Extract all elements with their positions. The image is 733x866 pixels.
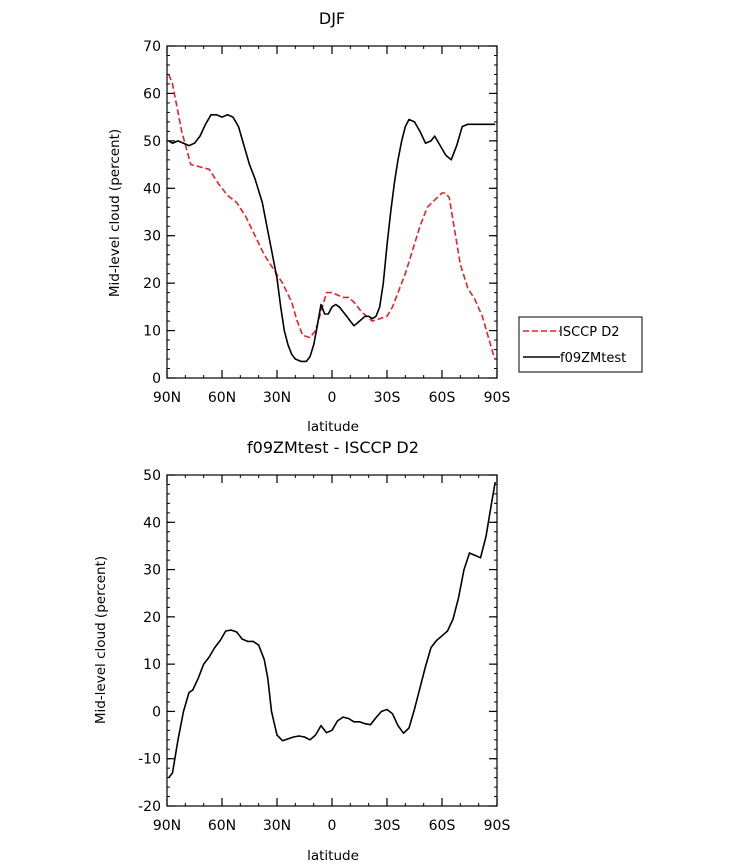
plot-frame [166, 45, 498, 379]
x-tick-label: 30S [374, 390, 401, 406]
x-tick-label: 30N [263, 390, 291, 406]
x-tick-label: 60S [429, 818, 456, 834]
x-tick-label: 30N [263, 818, 291, 834]
y-tick-label: 20 [143, 276, 161, 292]
x-tick-label: 90N [153, 818, 181, 834]
y-tick-label: 50 [143, 134, 161, 150]
y-tick-label: 0 [152, 371, 161, 387]
plot-frame [166, 474, 498, 807]
x-tick-label: 0 [328, 390, 337, 406]
x-tick-label: 60N [208, 390, 236, 406]
y-axis-label: Mid-level cloud (percent) [107, 129, 123, 297]
x-tick-label: 90S [484, 818, 511, 834]
chart-title: DJF [319, 9, 345, 28]
y-tick-label: 30 [143, 229, 161, 245]
x-tick-label: 30S [374, 818, 401, 834]
legend-label-model: f09ZMtest [560, 351, 626, 366]
y-axis-label: Mid-level cloud (percent) [93, 556, 109, 724]
series-line-f09zmtest [168, 114, 496, 363]
x-tick-label: 60N [208, 818, 236, 834]
y-tick-label: 0 [152, 704, 161, 720]
y-tick-label: -10 [138, 752, 161, 768]
y-tick-label: 50 [143, 468, 161, 484]
y-tick-label: 70 [143, 39, 161, 55]
y-tick-label: 40 [143, 181, 161, 197]
x-tick-label: 90S [484, 390, 511, 406]
x-tick-label: 0 [328, 818, 337, 834]
x-axis-label: latitude [307, 419, 359, 435]
x-tick-label: 60S [429, 390, 456, 406]
legend: ISCCP D2 f09ZMtest [518, 316, 643, 373]
y-tick-label: 20 [143, 610, 161, 626]
legend-label-isccp: ISCCP D2 [559, 325, 620, 340]
y-tick-label: 30 [143, 563, 161, 579]
y-tick-label: 10 [143, 657, 161, 673]
x-tick-label: 90N [153, 390, 181, 406]
bottom-chart-difference: f09ZMtest - ISCCP D2 latitude Mid-level … [93, 438, 510, 864]
y-tick-label: 10 [143, 324, 161, 340]
top-chart-djf: DJF latitude Mid-level cloud (percent) 0… [107, 9, 510, 435]
x-axis-label: latitude [307, 848, 359, 864]
y-tick-label: 60 [143, 86, 161, 102]
chart-title: f09ZMtest - ISCCP D2 [247, 438, 419, 457]
y-tick-label: 40 [143, 515, 161, 531]
legend-box [518, 316, 643, 373]
series-line-isccp-d2 [168, 74, 496, 360]
y-tick-label: -20 [138, 799, 161, 815]
series-line-difference [168, 481, 496, 779]
